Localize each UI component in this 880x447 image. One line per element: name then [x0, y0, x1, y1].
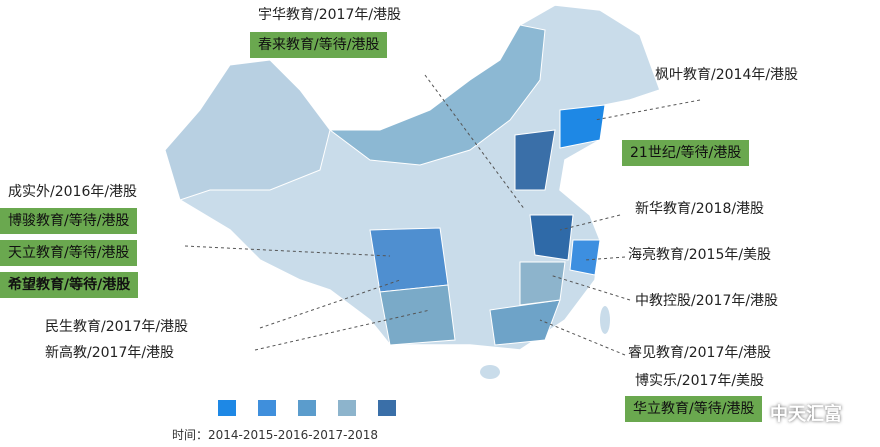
legend-swatch [378, 400, 396, 416]
company-label: 宇华教育/2017年/港股 [258, 7, 402, 23]
pending-label: 希望教育/等待/港股 [0, 272, 139, 298]
region-hainan [480, 365, 500, 379]
pending-label: 天立教育/等待/港股 [0, 240, 138, 266]
leader-line [539, 319, 626, 356]
legend-swatch [258, 400, 276, 416]
legend-caption: 时间：2014-2015-2016-2017-2018 [172, 428, 379, 442]
legend-swatch [218, 400, 236, 416]
legend-swatch [298, 400, 316, 416]
company-label: 成实外/2016年/港股 [8, 184, 138, 200]
leader-line [184, 245, 391, 257]
region-anhui [529, 214, 574, 261]
region-taiwan [600, 306, 610, 334]
pending-label: 春来教育/等待/港股 [250, 32, 388, 58]
region-southwest [379, 284, 456, 346]
pending-label: 华立教育/等待/港股 [625, 396, 763, 422]
leader-line [259, 279, 401, 329]
leader-line [559, 214, 621, 231]
region-xinjiang [164, 59, 331, 201]
region-inner-mongolia [328, 24, 546, 166]
leader-line [549, 274, 631, 301]
company-label: 睿见教育/2017年/港股 [628, 345, 772, 361]
company-label: 新华教育/2018/港股 [635, 201, 765, 217]
company-label: 中教控股/2017年/港股 [635, 293, 779, 309]
legend-swatch [338, 400, 356, 416]
region-jiangxi [519, 261, 566, 306]
company-label: 枫叶教育/2014年/港股 [655, 67, 799, 83]
watermark: 中天汇富 [770, 404, 842, 425]
leader-line [424, 74, 526, 211]
region-sichuan [369, 227, 449, 293]
region-hebei [514, 129, 556, 191]
legend [218, 400, 396, 416]
company-label: 民生教育/2017年/港股 [45, 319, 189, 335]
company-label: 博实乐/2017年/美股 [635, 373, 765, 389]
company-label: 新高教/2017年/港股 [45, 345, 175, 361]
region-zhejiang [569, 239, 601, 276]
company-label: 海亮教育/2015年/美股 [628, 247, 772, 263]
leader-line [584, 256, 626, 261]
region-liaoning [559, 104, 606, 149]
leader-lines [184, 74, 701, 356]
pending-label: 21世纪/等待/港股 [622, 140, 750, 166]
pending-label: 博骏教育/等待/港股 [0, 208, 138, 234]
